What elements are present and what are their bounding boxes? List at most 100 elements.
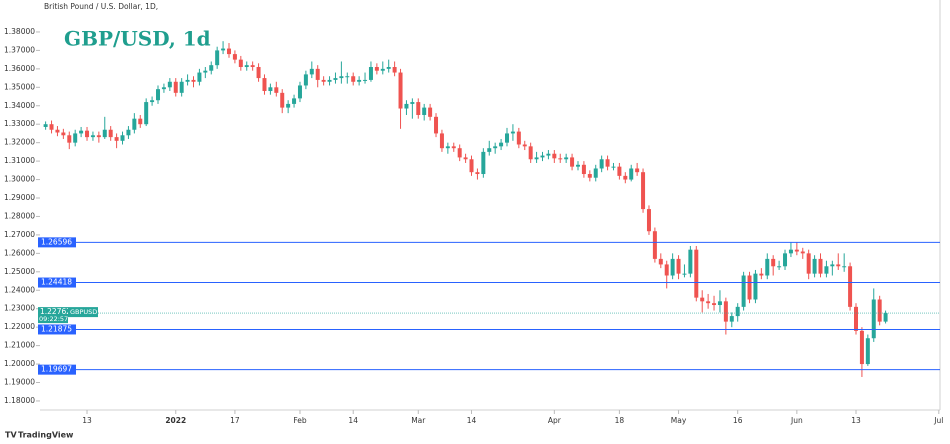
candle-body [345,76,350,78]
x-tick-label: 14 [467,416,477,425]
y-tick-label: 1.33000 [4,119,35,128]
candle-body [380,68,385,71]
candle-body [540,155,545,158]
candle-body [244,65,249,68]
candle-body [457,148,462,158]
candle-body [90,135,95,138]
chart-title: GBP/USD, 1d [64,27,211,51]
candle-body [49,124,54,130]
y-tick-label: 1.25000 [4,267,35,276]
current-price-badge [38,307,68,324]
plot: 1.18000 1.19000 1.20000 1.21000 1.22000 1.230… [4,27,943,425]
candle-body [185,79,190,82]
y-tick-label: 1.23000 [4,304,35,313]
candle-body [61,132,66,136]
candle-body [102,129,107,138]
y-tick-label: 1.18000 [4,396,35,405]
candle-body [599,159,604,169]
y-tick-label: 1.34000 [4,101,35,110]
y-tick-label: 1.38000 [4,27,35,36]
candle-body [783,253,788,267]
candle-body [339,76,344,79]
candle-body [357,79,362,82]
x-tick-label: 17 [230,416,240,425]
candle-body [865,338,870,365]
candle-body [694,249,699,298]
x-tick-label: Apr [548,416,562,425]
candle-body [493,146,498,149]
level-label: 1.24418 [41,278,72,287]
candle-body [581,164,586,175]
y-tick-label: 1.22000 [4,322,35,331]
candle-body [451,146,456,149]
symbol-label: GBPUSD [70,308,97,316]
candle-body [759,273,764,276]
candle-body [605,159,610,167]
candle-body [676,258,681,274]
candle-body [623,175,628,180]
level-label: 1.19697 [41,365,72,374]
candle-body [765,258,770,276]
candle-body [114,137,119,141]
candle-body [824,266,829,274]
candle-body [351,76,356,82]
y-tick-label: 1.24000 [4,285,35,294]
candle-body [717,301,722,306]
candle-body [635,168,640,173]
symbol-badge [68,307,98,318]
brand: TradingView [18,431,74,440]
candle-body [144,102,149,125]
level-badge [38,364,76,375]
candle-body [108,129,113,138]
candle-body [43,124,48,127]
candle-body [73,133,78,143]
candle-body [877,299,882,322]
candle-body [422,107,427,115]
candle-body [79,130,84,134]
candle-body [788,249,793,254]
candle-body [221,48,226,51]
candle-body [836,264,841,267]
candle-body [564,157,569,160]
candle-body [741,275,746,307]
candle-body [812,258,817,274]
candle-body [292,98,297,104]
candle-body [481,151,486,175]
candle-body [646,209,651,232]
candle-body [268,87,273,91]
countdown: 09:22:57 [39,315,68,323]
candle-body [747,275,752,300]
candle-body [641,172,646,210]
candle-body [658,258,663,265]
candle-body [156,89,161,101]
candle-body [487,148,492,152]
candle-body [842,266,847,268]
x-tick-label: 13 [82,416,92,425]
y-tick-label: 1.37000 [4,45,35,54]
candle-body [67,135,72,143]
candle-body [126,129,131,136]
candle-body [256,67,261,79]
current-price-label: 1.22762 [40,307,71,316]
candle-body [203,70,208,73]
candle-body [688,249,693,274]
x-tick-label: Jul [933,416,943,425]
candle-body [167,81,172,88]
level-badge [38,237,76,248]
candle-body [333,78,338,80]
candle-body [262,78,267,91]
candle-body [700,297,705,302]
candle-body [238,59,243,68]
candle-body [505,133,510,143]
candle-body [179,81,184,93]
candle-body [120,135,125,141]
level-badge [38,277,76,288]
candle-body [587,174,592,178]
candle-body [859,330,864,365]
candle-body [434,116,439,134]
level-label: 1.26596 [41,237,72,246]
candle-body [854,306,859,331]
x-tick-label: Feb [293,416,307,425]
